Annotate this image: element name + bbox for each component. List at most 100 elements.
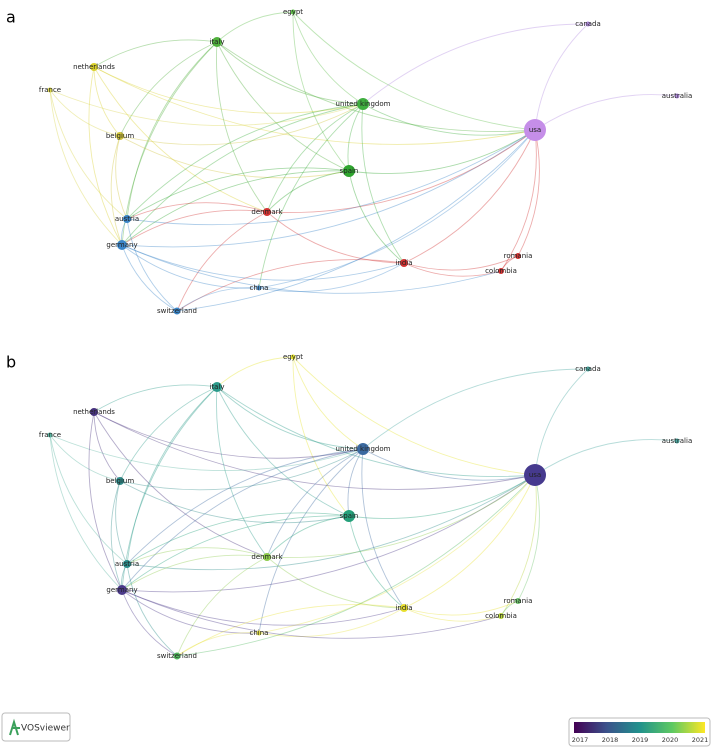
edge bbox=[348, 129, 536, 174]
edge bbox=[266, 448, 364, 558]
node bbox=[173, 652, 181, 660]
node bbox=[290, 354, 296, 360]
node-label: egypt bbox=[283, 8, 303, 16]
edge bbox=[266, 103, 364, 213]
node-label: switzerland bbox=[157, 307, 197, 315]
edge bbox=[216, 356, 294, 388]
legend-ticks: 2017 2018 2019 2020 2021 bbox=[572, 736, 709, 744]
edge bbox=[126, 474, 536, 571]
edge bbox=[121, 244, 178, 312]
node bbox=[116, 132, 124, 140]
node bbox=[47, 432, 53, 438]
edge bbox=[49, 89, 121, 137]
node-label: colombia bbox=[485, 267, 517, 275]
node-label: united kingdom bbox=[336, 445, 391, 453]
node bbox=[585, 21, 591, 27]
edge bbox=[126, 386, 218, 565]
edge bbox=[292, 356, 536, 476]
legend-tick-label: 2017 bbox=[572, 736, 589, 744]
edge bbox=[292, 11, 536, 131]
edge bbox=[119, 135, 350, 179]
edge bbox=[176, 474, 536, 657]
node bbox=[524, 464, 546, 486]
edge bbox=[216, 41, 350, 172]
edge bbox=[121, 103, 364, 246]
edge bbox=[126, 103, 364, 220]
node bbox=[123, 560, 131, 568]
edge bbox=[362, 103, 536, 136]
edge bbox=[126, 41, 218, 220]
edge bbox=[121, 554, 268, 591]
node-label: romania bbox=[504, 252, 533, 260]
edge bbox=[93, 411, 364, 459]
node-label: spain bbox=[340, 512, 359, 520]
node-label: usa bbox=[529, 471, 541, 479]
edge bbox=[216, 386, 364, 450]
edge bbox=[119, 480, 350, 524]
legend-tick-label: 2019 bbox=[632, 736, 649, 744]
logo-icon bbox=[9, 718, 20, 736]
node-label: france bbox=[39, 86, 61, 94]
edge bbox=[121, 515, 350, 591]
edge bbox=[126, 448, 364, 565]
node-label: austria bbox=[115, 560, 139, 568]
node bbox=[263, 553, 271, 561]
node-label: romania bbox=[504, 597, 533, 605]
node-label: usa bbox=[529, 126, 541, 134]
edge bbox=[126, 129, 536, 226]
edge bbox=[126, 547, 268, 565]
nodes: a egypt italy netherlands france belgium unite… bbox=[6, 8, 692, 661]
edge bbox=[93, 411, 536, 490]
edge bbox=[121, 474, 536, 593]
edge bbox=[403, 255, 519, 271]
edges bbox=[49, 11, 678, 657]
edge bbox=[266, 474, 536, 558]
node bbox=[498, 268, 504, 274]
edge bbox=[176, 604, 405, 657]
edge bbox=[121, 589, 405, 626]
legend-tick-label: 2018 bbox=[602, 736, 619, 744]
edge bbox=[534, 94, 678, 131]
node bbox=[357, 443, 369, 455]
edge bbox=[49, 89, 123, 246]
edge bbox=[119, 103, 364, 146]
node-label: france bbox=[39, 431, 61, 439]
edge bbox=[517, 129, 540, 257]
node bbox=[90, 63, 98, 71]
edge bbox=[121, 244, 502, 294]
node bbox=[515, 253, 521, 259]
node-label: australia bbox=[662, 92, 692, 100]
edge bbox=[121, 589, 178, 657]
edge bbox=[266, 556, 405, 609]
edge bbox=[534, 23, 589, 131]
edge bbox=[266, 515, 350, 558]
edge bbox=[49, 434, 128, 565]
node bbox=[585, 366, 591, 372]
edge bbox=[176, 129, 536, 312]
node bbox=[47, 87, 53, 93]
edge bbox=[119, 448, 364, 491]
edge bbox=[121, 209, 268, 246]
edge bbox=[176, 287, 260, 312]
node bbox=[212, 37, 222, 47]
edge bbox=[49, 434, 364, 472]
edge bbox=[216, 386, 268, 558]
edge bbox=[292, 11, 350, 172]
node-label: germany bbox=[106, 586, 137, 594]
edge bbox=[121, 244, 405, 281]
edge bbox=[216, 41, 364, 105]
edge bbox=[176, 632, 260, 657]
edge bbox=[361, 103, 405, 264]
node bbox=[256, 630, 262, 636]
edge bbox=[121, 129, 536, 248]
node bbox=[524, 119, 546, 141]
edge bbox=[258, 129, 536, 289]
node-label: egypt bbox=[283, 353, 303, 361]
node bbox=[117, 585, 127, 595]
edge bbox=[347, 448, 364, 517]
node-label: india bbox=[395, 259, 412, 267]
edge bbox=[126, 563, 178, 657]
edge bbox=[216, 41, 268, 213]
node-label: italy bbox=[209, 38, 224, 46]
